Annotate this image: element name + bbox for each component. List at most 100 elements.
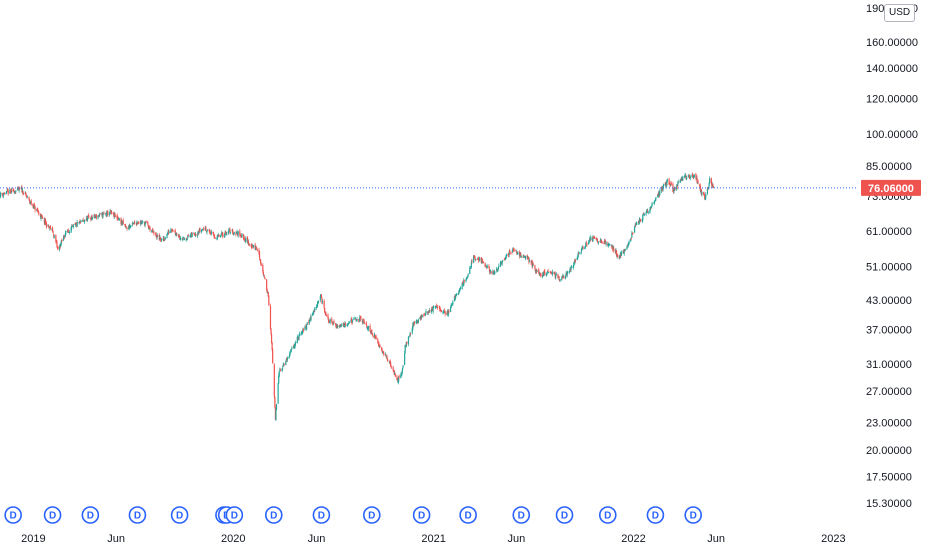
candle-body [166, 234, 169, 235]
candle-body [61, 239, 63, 242]
candle-body [705, 194, 707, 199]
candle-body [574, 259, 577, 262]
candle-body [659, 190, 661, 196]
candle-body [350, 318, 353, 321]
candle-body [278, 370, 280, 377]
candle-body [469, 268, 471, 275]
candle-body [381, 349, 383, 353]
dividend-marker[interactable]: D [412, 506, 431, 524]
candle-body [627, 244, 629, 248]
currency-button[interactable]: USD [884, 4, 916, 22]
candle-body [275, 404, 278, 410]
dividend-marker-text: D [49, 511, 56, 522]
candle-body [500, 261, 502, 263]
candle-body [179, 237, 181, 239]
candle-body [348, 321, 350, 323]
candle-body [607, 243, 609, 246]
dividend-marker-text: D [10, 511, 17, 522]
candle-body [278, 375, 280, 384]
candle-body [521, 256, 523, 258]
candle-body [649, 208, 651, 213]
candle-body [592, 237, 595, 239]
candle-body [183, 239, 186, 240]
dividend-marker-circle [225, 506, 244, 524]
candle-body [321, 301, 324, 303]
candle-body [105, 213, 107, 215]
candle-body [688, 175, 690, 177]
candle-body [106, 211, 108, 212]
candle-body [463, 280, 465, 286]
candle-body [444, 310, 446, 312]
candle-body [324, 307, 326, 312]
candle-body [379, 345, 381, 348]
dividend-marker[interactable]: D [170, 506, 189, 524]
candle-body [95, 214, 97, 218]
candle-body [149, 227, 151, 231]
candle-body [536, 270, 538, 272]
candle-body [630, 237, 632, 239]
candle-body [198, 231, 200, 234]
candle-body [275, 410, 277, 421]
candle-body [513, 249, 515, 251]
candle-body [209, 230, 211, 233]
dividend-marker[interactable]: D [312, 506, 331, 524]
dividend-marker[interactable]: D [512, 506, 531, 524]
candle-body [270, 334, 273, 344]
candle-body [526, 255, 528, 258]
dividend-marker[interactable]: D [362, 506, 381, 524]
dividend-marker[interactable]: D [43, 506, 62, 524]
candle-body [245, 237, 247, 243]
candle-body [712, 184, 714, 187]
x-tick-label: 2020 [221, 533, 245, 545]
dividend-marker[interactable]: D [4, 506, 22, 524]
candle-body [260, 259, 262, 264]
dividend-marker[interactable]: D [646, 506, 665, 524]
dividend-marker[interactable]: D [128, 506, 147, 524]
dividend-marker[interactable]: D [684, 506, 702, 524]
candle-body [145, 221, 147, 223]
candle-body [703, 193, 705, 195]
dividend-marker[interactable]: D [555, 506, 574, 524]
candle-body [492, 271, 494, 275]
dividend-marker[interactable]: D [81, 506, 100, 524]
candle-body [432, 306, 434, 312]
x-tick-label: 2021 [421, 533, 445, 545]
candle-body [452, 301, 454, 305]
candle-body [116, 214, 118, 220]
dividend-marker[interactable]: D [459, 506, 477, 524]
y-tick-label: 27.00000 [866, 386, 912, 398]
candle-body [358, 320, 360, 322]
candle-body [281, 367, 284, 370]
candle-body [639, 219, 641, 220]
candle-body [410, 333, 412, 335]
candle-body [352, 320, 354, 322]
candle-body [444, 311, 446, 315]
candle-body [319, 296, 321, 301]
candle-body [318, 300, 320, 302]
candle-body [555, 274, 557, 276]
candle-body [285, 360, 287, 366]
candle-body [317, 300, 319, 303]
candle-body [398, 376, 400, 378]
dividend-marker-circle [81, 506, 100, 524]
dividend-marker[interactable]: D [598, 506, 617, 524]
candle-body [647, 211, 649, 213]
candle-body [21, 186, 23, 192]
candle-body [499, 262, 502, 267]
dividend-marker[interactable]: D [264, 506, 283, 524]
candle-body [264, 278, 266, 280]
candle-body [310, 316, 312, 321]
candle-body [255, 247, 257, 249]
candle-body [582, 247, 584, 249]
candle-body [316, 302, 319, 306]
dividend-marker[interactable]: D [225, 506, 244, 524]
candle-body [294, 343, 296, 347]
candle-body [699, 185, 701, 191]
candle-body [467, 274, 469, 277]
candle-body [78, 221, 80, 224]
candle-body [710, 177, 712, 184]
candle-body [557, 273, 559, 279]
candle-body [352, 318, 354, 320]
